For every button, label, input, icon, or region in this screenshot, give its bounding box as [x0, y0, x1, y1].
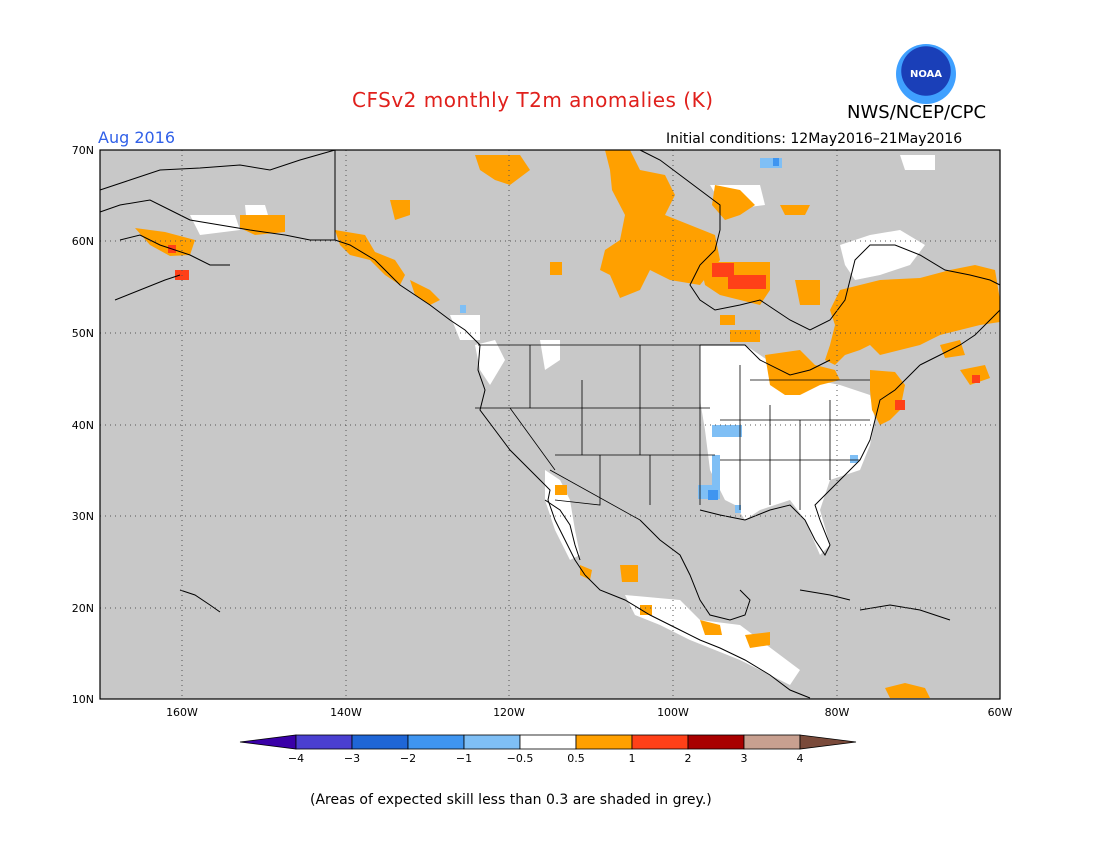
map-frame [99, 149, 1001, 700]
colorbar-label: −4 [288, 752, 304, 765]
lat-tick-label: 60N [72, 235, 94, 248]
colorbar-arrow-high [799, 734, 857, 750]
colorbar-label: −1 [456, 752, 472, 765]
coastlines [99, 149, 1001, 699]
noaa-logo-text: NOAA [909, 68, 943, 80]
noaa-logo: NOAA [896, 44, 956, 104]
lon-tick-label: 160W [166, 706, 198, 719]
lat-tick-label: 20N [72, 602, 94, 615]
colorbar-label: 0.5 [567, 752, 585, 765]
lon-tick-label: 80W [825, 706, 850, 719]
lat-tick-label: 70N [72, 144, 94, 157]
colorbar-segment [407, 734, 465, 750]
colorbar-label: 2 [685, 752, 692, 765]
organization-label: NWS/NCEP/CPC [847, 102, 987, 123]
colorbar-segment [687, 734, 745, 750]
initial-conditions-label: Initial conditions: 12May2016–21May2016 [666, 131, 963, 147]
colorbar-label: −3 [344, 752, 360, 765]
colorbar-label: −0.5 [507, 752, 534, 765]
colorbar-segment [463, 734, 521, 750]
colorbar-segment [519, 734, 577, 750]
lat-tick-label: 40N [72, 419, 94, 432]
colorbar-label: 1 [629, 752, 636, 765]
lat-tick-label: 10N [72, 693, 94, 706]
colorbar-arrow-low [239, 734, 297, 750]
lat-tick-label: 50N [72, 327, 94, 340]
land-white-areas [190, 155, 935, 685]
colorbar-segment [351, 734, 409, 750]
colorbar-segment [295, 734, 353, 750]
map-title: CFSv2 monthly T2m anomalies (K) [352, 88, 714, 112]
lon-tick-label: 140W [330, 706, 362, 719]
colorbar: −4 −3 −2 −1 −0.5 0.5 1 2 3 4 [239, 734, 857, 765]
colorbar-label: −2 [400, 752, 416, 765]
lon-tick-label: 60W [988, 706, 1013, 719]
colorbar-label: 3 [741, 752, 748, 765]
lat-tick-label: 30N [72, 510, 94, 523]
skill-caption: (Areas of expected skill less than 0.3 a… [310, 792, 712, 808]
cool-anomaly-areas [460, 158, 858, 513]
lon-tick-label: 120W [493, 706, 525, 719]
moderate-cool-anomaly-areas [708, 158, 779, 500]
lon-tick-label: 100W [657, 706, 689, 719]
valid-month-label: Aug 2016 [98, 128, 176, 147]
colorbar-segment [575, 734, 633, 750]
colorbar-label: 4 [797, 752, 804, 765]
gridlines [100, 150, 1000, 699]
colorbar-segment [631, 734, 689, 750]
colorbar-segment [743, 734, 801, 750]
lon-axis: 160W 140W 120W 100W 80W 60W [166, 706, 1012, 719]
lat-axis: 70N 60N 50N 40N 30N 20N 10N [72, 144, 94, 706]
